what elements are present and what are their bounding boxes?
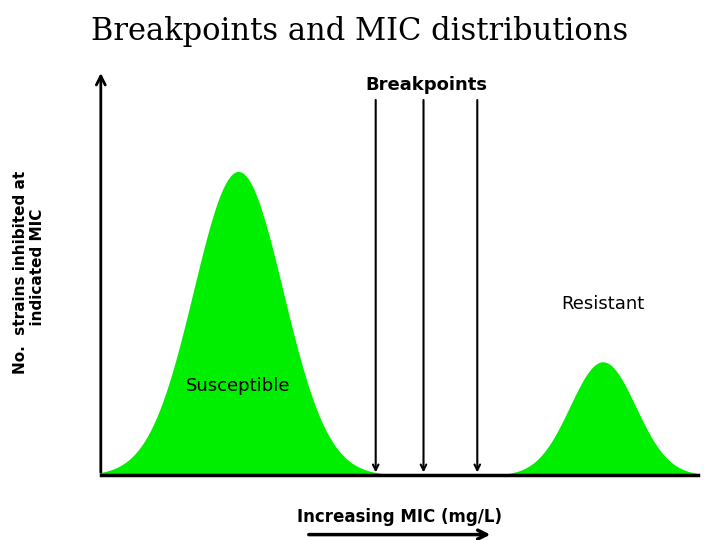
Text: Resistant: Resistant — [561, 295, 644, 313]
Text: No.  strains inhibited at
  indicated MIC: No. strains inhibited at indicated MIC — [12, 171, 45, 374]
Text: Increasing MIC (mg/L): Increasing MIC (mg/L) — [297, 508, 502, 525]
Text: Susceptible: Susceptible — [186, 377, 290, 395]
Text: Breakpoints and MIC distributions: Breakpoints and MIC distributions — [91, 16, 629, 47]
Text: Breakpoints: Breakpoints — [366, 76, 487, 93]
